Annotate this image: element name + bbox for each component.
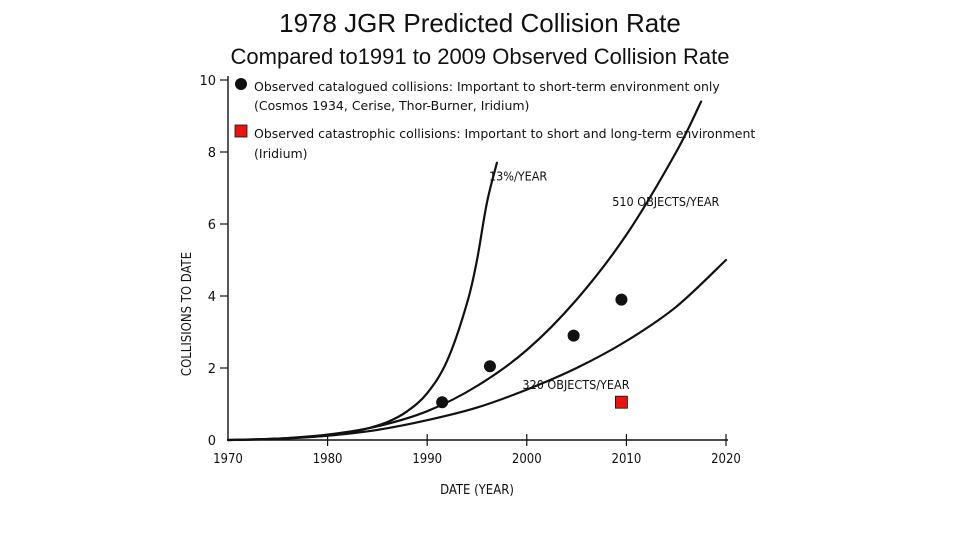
series-label-2: 510 OBJECTS/YEAR xyxy=(612,194,719,209)
observed-catastrophic-point xyxy=(615,395,628,409)
y-tick-label: 2 xyxy=(208,362,216,377)
legend: Observed catalogued collisions: Importan… xyxy=(234,78,755,161)
prediction-curves: 13%/YEAR 510 OBJECTS/YEAR 320 OBJECTS/YEAR xyxy=(226,100,728,442)
y-tick-label: 4 xyxy=(208,290,216,305)
legend-catalogued-marker xyxy=(235,78,247,90)
legend-catastrophic-text-1: Observed catastrophic collisions: Import… xyxy=(254,126,755,141)
x-axis-label: DATE (YEAR) xyxy=(440,483,514,498)
x-tick-label: 1980 xyxy=(313,452,343,467)
observed-catalogued-point xyxy=(567,329,580,342)
series-label-3: 320 OBJECTS/YEAR xyxy=(522,377,629,392)
x-tick-label: 1990 xyxy=(412,452,442,467)
observed-catalogued-point xyxy=(615,293,628,306)
y-tick-label: 8 xyxy=(208,146,216,161)
x-tick-label: 2020 xyxy=(711,452,741,467)
observed-catalogued-point xyxy=(436,396,449,409)
observed-points xyxy=(436,293,628,409)
axes: 0 2 4 6 8 10 1970 1980 1990 2000 2010 2020 DATE (YEA… xyxy=(180,74,741,498)
legend-catastrophic-marker xyxy=(234,124,248,138)
legend-catastrophic-text-2: (Iridium) xyxy=(254,146,308,161)
y-tick-label: 10 xyxy=(199,74,216,89)
x-tick-label: 1970 xyxy=(213,452,243,467)
series-line-3 xyxy=(226,258,728,442)
series-label-1: 13%/YEAR xyxy=(489,168,547,183)
chart-title: 1978 JGR Predicted Collision Rate xyxy=(279,8,681,38)
y-axis-label: COLLISIONS TO DATE xyxy=(180,252,195,376)
x-tick-label: 2010 xyxy=(612,452,642,467)
legend-catalogued-text-2: (Cosmos 1934, Cerise, Thor-Burner, Iridi… xyxy=(254,98,529,113)
x-tick-label: 2000 xyxy=(512,452,542,467)
y-tick-label: 6 xyxy=(208,218,216,233)
y-tick-label: 0 xyxy=(208,434,216,449)
chart-subtitle: Compared to1991 to 2009 Observed Collisi… xyxy=(230,44,730,69)
legend-catalogued-text-1: Observed catalogued collisions: Importan… xyxy=(254,79,720,94)
observed-catalogued-point xyxy=(483,360,496,373)
